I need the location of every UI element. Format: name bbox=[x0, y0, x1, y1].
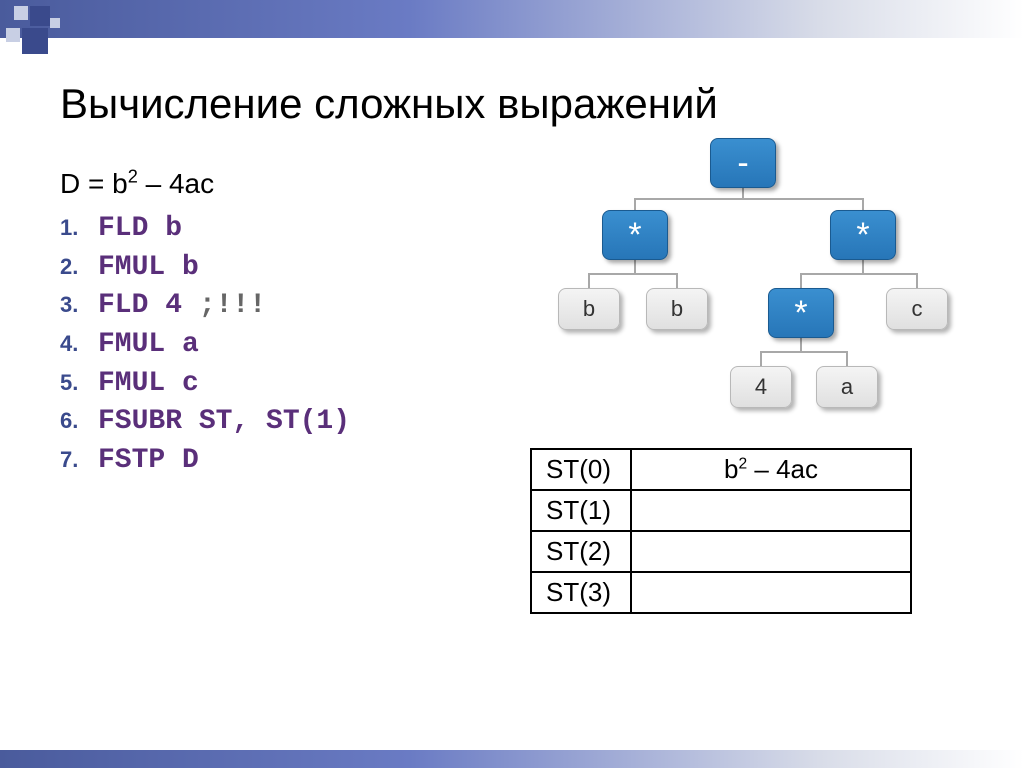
slide-title: Вычисление сложных выражений bbox=[60, 80, 974, 128]
tree-node-mulRR: * bbox=[768, 288, 834, 338]
code-line: FLD b bbox=[60, 210, 490, 249]
code-line: FMUL a bbox=[60, 326, 490, 365]
stack-register-value bbox=[631, 531, 911, 572]
left-column: D = b2 – 4ac FLD bFMUL bFLD 4 ;!!!FMUL a… bbox=[60, 148, 490, 480]
stack-row: ST(2) bbox=[531, 531, 911, 572]
code-line: FSTP D bbox=[60, 442, 490, 481]
tree-node-mulL: * bbox=[602, 210, 668, 260]
code-line: FMUL c bbox=[60, 365, 490, 404]
stack-row: ST(0)b2 – 4ac bbox=[531, 449, 911, 490]
tree-node-mulR: * bbox=[830, 210, 896, 260]
tree-node-b2: b bbox=[646, 288, 708, 330]
code-line: FLD 4 ;!!! bbox=[60, 287, 490, 326]
tree-node-c: c bbox=[886, 288, 948, 330]
code-listing: FLD bFMUL bFLD 4 ;!!!FMUL aFMUL cFSUBR S… bbox=[60, 210, 490, 480]
right-column: -**bb*c4a ST(0)b2 – 4acST(1)ST(2)ST(3) bbox=[510, 148, 974, 480]
stack-table-body: ST(0)b2 – 4acST(1)ST(2)ST(3) bbox=[531, 449, 911, 613]
tree-node-a: a bbox=[816, 366, 878, 408]
stack-register-label: ST(1) bbox=[531, 490, 631, 531]
stack-register-value bbox=[631, 572, 911, 613]
code-line: FMUL b bbox=[60, 249, 490, 288]
stack-register-label: ST(0) bbox=[531, 449, 631, 490]
tree-node-b1: b bbox=[558, 288, 620, 330]
bottom-gradient-bar bbox=[0, 750, 1024, 768]
stack-register-value bbox=[631, 490, 911, 531]
top-gradient-bar bbox=[0, 0, 1024, 38]
formula: D = b2 – 4ac bbox=[60, 168, 490, 200]
fpu-stack-table: ST(0)b2 – 4acST(1)ST(2)ST(3) bbox=[530, 448, 912, 614]
stack-row: ST(1) bbox=[531, 490, 911, 531]
expression-tree: -**bb*c4a bbox=[510, 138, 950, 418]
tree-node-root: - bbox=[710, 138, 776, 188]
stack-register-label: ST(3) bbox=[531, 572, 631, 613]
tree-node-n4: 4 bbox=[730, 366, 792, 408]
stack-row: ST(3) bbox=[531, 572, 911, 613]
stack-register-value: b2 – 4ac bbox=[631, 449, 911, 490]
code-line: FSUBR ST, ST(1) bbox=[60, 403, 490, 442]
stack-register-label: ST(2) bbox=[531, 531, 631, 572]
slide-content: Вычисление сложных выражений D = b2 – 4a… bbox=[0, 50, 1024, 768]
